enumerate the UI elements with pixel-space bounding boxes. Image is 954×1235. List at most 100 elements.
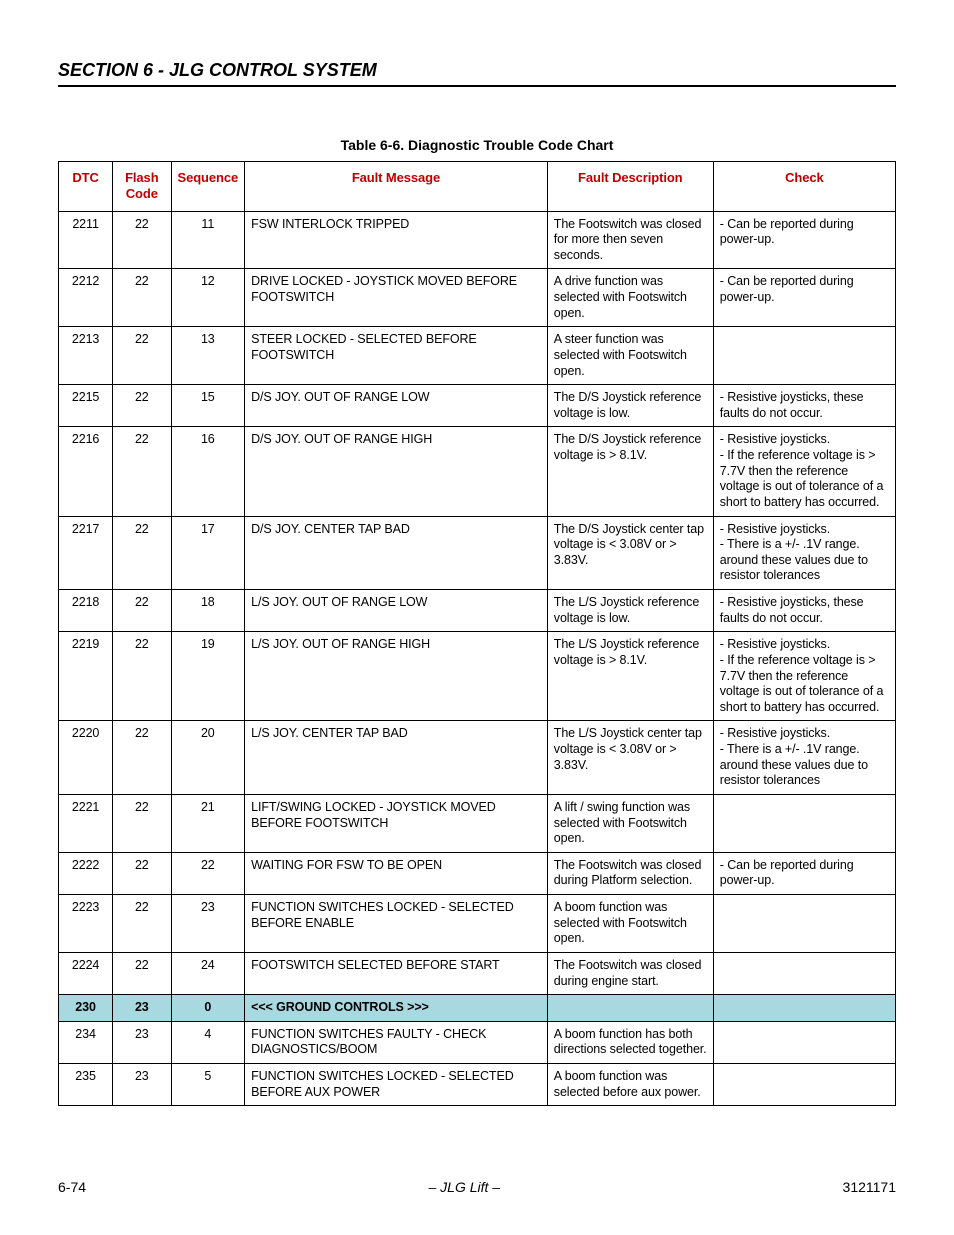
cell-flash: 22 <box>113 721 171 795</box>
cell-desc <box>547 995 713 1022</box>
cell-flash: 22 <box>113 269 171 327</box>
cell-msg: L/S JOY. OUT OF RANGE LOW <box>245 590 548 632</box>
cell-check: - Resistive joysticks.- There is a +/- .… <box>713 721 895 795</box>
cell-msg: L/S JOY. CENTER TAP BAD <box>245 721 548 795</box>
table-header-row: DTC Flash Code Sequence Fault Message Fa… <box>59 162 896 212</box>
cell-check <box>713 995 895 1022</box>
cell-msg: <<< GROUND CONTROLS >>> <box>245 995 548 1022</box>
table-row: 230230<<< GROUND CONTROLS >>> <box>59 995 896 1022</box>
cell-desc: The L/S Joystick reference voltage is > … <box>547 632 713 721</box>
cell-msg: FUNCTION SWITCHES FAULTY - CHECK DIAGNOS… <box>245 1021 548 1063</box>
table-row: 22232223FUNCTION SWITCHES LOCKED - SELEC… <box>59 895 896 953</box>
cell-flash: 22 <box>113 632 171 721</box>
cell-seq: 17 <box>171 516 245 590</box>
cell-flash: 22 <box>113 516 171 590</box>
table-row: 234234FUNCTION SWITCHES FAULTY - CHECK D… <box>59 1021 896 1063</box>
cell-flash: 23 <box>113 1064 171 1106</box>
table-caption: Table 6-6. Diagnostic Trouble Code Chart <box>58 137 896 153</box>
table-row: 22192219L/S JOY. OUT OF RANGE HIGHThe L/… <box>59 632 896 721</box>
cell-dtc: 2211 <box>59 211 113 269</box>
cell-check <box>713 952 895 994</box>
cell-flash: 23 <box>113 995 171 1022</box>
cell-seq: 16 <box>171 427 245 516</box>
cell-flash: 22 <box>113 952 171 994</box>
cell-flash: 22 <box>113 427 171 516</box>
page-footer: 6-74 – JLG Lift – 3121171 <box>58 1179 896 1195</box>
cell-desc: The Footswitch was closed for more then … <box>547 211 713 269</box>
cell-check <box>713 1021 895 1063</box>
cell-dtc: 2224 <box>59 952 113 994</box>
cell-desc: A lift / swing function was selected wit… <box>547 794 713 852</box>
col-dtc: DTC <box>59 162 113 212</box>
cell-dtc: 2223 <box>59 895 113 953</box>
cell-dtc: 2218 <box>59 590 113 632</box>
cell-check: - Resistive joysticks, these faults do n… <box>713 590 895 632</box>
cell-dtc: 235 <box>59 1064 113 1106</box>
footer-doc: 3121171 <box>843 1179 896 1195</box>
cell-dtc: 2216 <box>59 427 113 516</box>
cell-dtc: 230 <box>59 995 113 1022</box>
cell-seq: 24 <box>171 952 245 994</box>
cell-msg: FOOTSWITCH SELECTED BEFORE START <box>245 952 548 994</box>
table-row: 22132213STEER LOCKED - SELECTED BEFORE F… <box>59 327 896 385</box>
cell-msg: FSW INTERLOCK TRIPPED <box>245 211 548 269</box>
cell-seq: 21 <box>171 794 245 852</box>
cell-desc: A drive function was selected with Foots… <box>547 269 713 327</box>
cell-dtc: 2222 <box>59 852 113 894</box>
cell-dtc: 2215 <box>59 385 113 427</box>
cell-desc: A steer function was selected with Foots… <box>547 327 713 385</box>
table-row: 235235FUNCTION SWITCHES LOCKED - SELECTE… <box>59 1064 896 1106</box>
cell-check: - Resistive joysticks.- There is a +/- .… <box>713 516 895 590</box>
cell-flash: 22 <box>113 590 171 632</box>
cell-msg: DRIVE LOCKED - JOYSTICK MOVED BEFORE FOO… <box>245 269 548 327</box>
cell-flash: 22 <box>113 327 171 385</box>
cell-check <box>713 895 895 953</box>
cell-dtc: 234 <box>59 1021 113 1063</box>
table-row: 22202220L/S JOY. CENTER TAP BADThe L/S J… <box>59 721 896 795</box>
cell-dtc: 2213 <box>59 327 113 385</box>
cell-seq: 5 <box>171 1064 245 1106</box>
table-row: 22172217D/S JOY. CENTER TAP BADThe D/S J… <box>59 516 896 590</box>
cell-flash: 22 <box>113 794 171 852</box>
cell-desc: A boom function has both directions sele… <box>547 1021 713 1063</box>
cell-check: - Resistive joysticks.- If the reference… <box>713 427 895 516</box>
cell-desc: A boom function was selected before aux … <box>547 1064 713 1106</box>
cell-flash: 23 <box>113 1021 171 1063</box>
cell-seq: 22 <box>171 852 245 894</box>
col-flash: Flash Code <box>113 162 171 212</box>
cell-dtc: 2221 <box>59 794 113 852</box>
cell-desc: The Footswitch was closed during engine … <box>547 952 713 994</box>
footer-page: 6-74 <box>58 1179 86 1195</box>
cell-check: - Resistive joysticks.- If the reference… <box>713 632 895 721</box>
cell-check <box>713 794 895 852</box>
cell-msg: FUNCTION SWITCHES LOCKED - SELECTED BEFO… <box>245 895 548 953</box>
cell-msg: STEER LOCKED - SELECTED BEFORE FOOTSWITC… <box>245 327 548 385</box>
cell-desc: The D/S Joystick reference voltage is lo… <box>547 385 713 427</box>
cell-check: - Can be reported during power-up. <box>713 211 895 269</box>
cell-desc: The L/S Joystick center tap voltage is <… <box>547 721 713 795</box>
cell-seq: 20 <box>171 721 245 795</box>
section-header: SECTION 6 - JLG CONTROL SYSTEM <box>58 60 896 87</box>
cell-msg: LIFT/SWING LOCKED - JOYSTICK MOVED BEFOR… <box>245 794 548 852</box>
cell-seq: 12 <box>171 269 245 327</box>
cell-msg: L/S JOY. OUT OF RANGE HIGH <box>245 632 548 721</box>
cell-desc: The D/S Joystick reference voltage is > … <box>547 427 713 516</box>
cell-seq: 18 <box>171 590 245 632</box>
cell-check <box>713 327 895 385</box>
table-row: 22122212DRIVE LOCKED - JOYSTICK MOVED BE… <box>59 269 896 327</box>
col-seq: Sequence <box>171 162 245 212</box>
cell-seq: 4 <box>171 1021 245 1063</box>
cell-desc: The D/S Joystick center tap voltage is <… <box>547 516 713 590</box>
cell-check <box>713 1064 895 1106</box>
cell-check: - Can be reported during power-up. <box>713 269 895 327</box>
cell-desc: The L/S Joystick reference voltage is lo… <box>547 590 713 632</box>
cell-check: - Can be reported during power-up. <box>713 852 895 894</box>
cell-check: - Resistive joysticks, these faults do n… <box>713 385 895 427</box>
cell-msg: D/S JOY. CENTER TAP BAD <box>245 516 548 590</box>
table-row: 22152215D/S JOY. OUT OF RANGE LOWThe D/S… <box>59 385 896 427</box>
cell-flash: 22 <box>113 852 171 894</box>
cell-seq: 15 <box>171 385 245 427</box>
cell-seq: 23 <box>171 895 245 953</box>
cell-msg: FUNCTION SWITCHES LOCKED - SELECTED BEFO… <box>245 1064 548 1106</box>
col-msg: Fault Message <box>245 162 548 212</box>
